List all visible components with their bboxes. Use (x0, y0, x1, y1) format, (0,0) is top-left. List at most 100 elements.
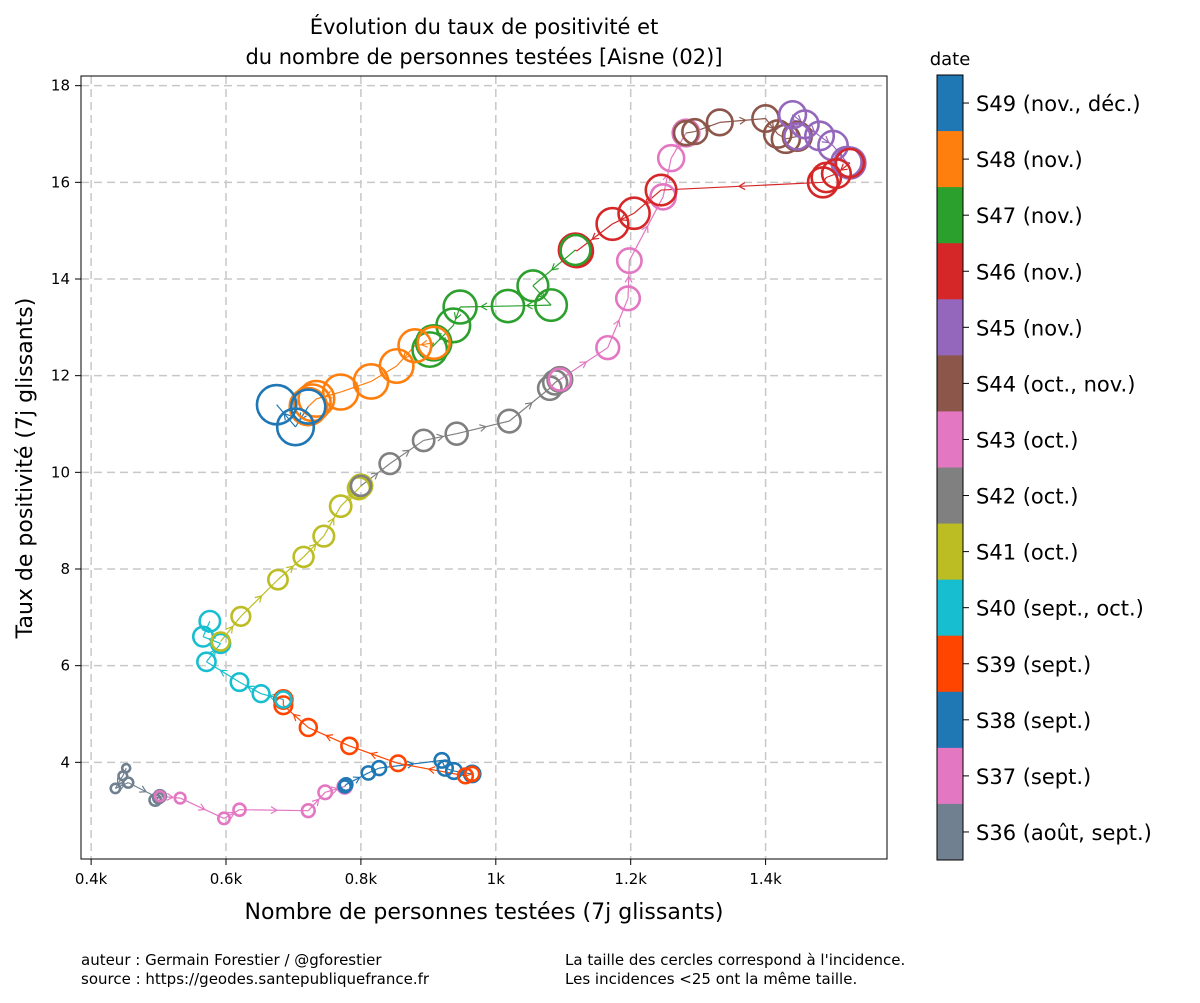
data-point (288, 386, 329, 427)
series-segment (575, 249, 578, 252)
footer-source: source : https://geodes.santepubliquefra… (81, 970, 430, 988)
data-point (317, 784, 334, 801)
colorbar-tick-label: S49 (nov., déc.) (976, 92, 1141, 116)
data-point (267, 568, 289, 591)
series-arrow (525, 301, 533, 310)
data-point (490, 288, 526, 324)
data-point (615, 247, 643, 275)
series-segment (114, 775, 124, 789)
data-point (644, 173, 678, 207)
series-arrow (286, 565, 294, 574)
y-tick-label: 10 (51, 463, 70, 481)
data-point (411, 428, 436, 453)
series-arrow (402, 449, 411, 457)
colorbar-segment (937, 579, 963, 637)
series-segment (633, 189, 662, 214)
data-point (274, 690, 293, 709)
series-segment (389, 439, 424, 465)
series-segment (179, 797, 225, 819)
data-point (614, 285, 642, 312)
colorbar-tick-label: S42 (oct.) (976, 485, 1078, 509)
colorbar-tick-label: S38 (sept.) (976, 709, 1091, 733)
series-arrow (624, 275, 633, 283)
data-point (255, 383, 298, 426)
y-axis-ticks: 4 6 8 10 12 14 16 18 (51, 77, 81, 771)
y-axis-label: Taux de positivité (7j glissants) (13, 298, 38, 640)
data-point (121, 776, 135, 789)
y-tick-label: 8 (60, 560, 70, 578)
data-point (251, 684, 271, 704)
x-axis-label: Nombre de personnes testées (7j glissant… (245, 900, 724, 925)
colorbar-tick-label: S47 (nov.) (976, 204, 1083, 228)
series-segment (507, 304, 552, 307)
colorbar-segment (937, 635, 963, 693)
series-arrow (427, 766, 436, 775)
colorbar-segment (937, 747, 963, 805)
series-arrow (662, 173, 671, 182)
colorbar-segment (937, 355, 963, 412)
data-point (217, 811, 231, 826)
data-point (595, 334, 621, 361)
chart-title-line-1: Évolution du taux de positivité et (310, 14, 659, 39)
colorbar-tick-label: S41 (oct.) (976, 541, 1078, 565)
data-point (229, 672, 250, 693)
x-tick-label: 1k (487, 870, 506, 888)
series-arrow (453, 312, 462, 321)
data-point (595, 206, 630, 242)
series-arrow (579, 361, 588, 369)
colorbar-segment (937, 299, 963, 356)
data-point (496, 408, 522, 434)
series-arrow (839, 163, 848, 171)
series-segment (607, 298, 629, 348)
series-arrow (420, 339, 429, 348)
series-arrow (613, 319, 621, 328)
series-segment (370, 365, 397, 382)
x-axis-ticks: 0.4k 0.6k 0.8k 1k 1.2k 1.4k (75, 859, 782, 888)
series-segment (115, 782, 129, 789)
series-segment (379, 759, 442, 769)
series-arrow (739, 116, 747, 125)
series-segment (340, 487, 360, 507)
series-arrow (225, 625, 234, 634)
series-segment (344, 784, 347, 787)
data-point (557, 232, 594, 268)
data-point (273, 695, 294, 716)
data-point (436, 759, 455, 777)
series-arrow (370, 472, 379, 480)
series-arrow (139, 785, 148, 793)
series-arrow (325, 734, 334, 742)
series-segment (532, 285, 552, 306)
data-point (153, 789, 167, 803)
y-tick-label: 6 (60, 657, 70, 675)
data-point (349, 474, 373, 498)
series-segment (239, 809, 309, 812)
series-arrow (591, 232, 600, 240)
colorbar-tick-label: S36 (août, sept.) (976, 821, 1152, 845)
series-segment (311, 398, 317, 404)
series-arrow (550, 263, 559, 271)
data-point (300, 802, 316, 819)
colorbar-segment (937, 131, 963, 188)
data-point (298, 717, 319, 738)
series-segment (323, 505, 342, 537)
x-tick-label: 0.6k (210, 870, 243, 888)
series-segment (360, 463, 391, 487)
series-arrow (219, 669, 228, 677)
colorbar-segment (937, 411, 963, 468)
series-arrow (479, 302, 488, 311)
data-point (198, 609, 222, 633)
y-tick-label: 18 (51, 77, 70, 95)
series-arrow (479, 424, 488, 432)
series-segment (220, 615, 242, 642)
series-segment (508, 387, 551, 422)
data-point (617, 196, 651, 231)
data-point (416, 325, 452, 361)
colorbar-tick-label: S39 (sept.) (976, 653, 1091, 677)
colorbar-segment (937, 75, 963, 132)
series-arrow (406, 760, 415, 769)
footer-author: auteur : Germain Forestier / @gforestier (81, 951, 382, 969)
colorbar-segment (937, 187, 963, 244)
colorbar-segment (937, 691, 963, 749)
series-arrow (524, 402, 533, 410)
